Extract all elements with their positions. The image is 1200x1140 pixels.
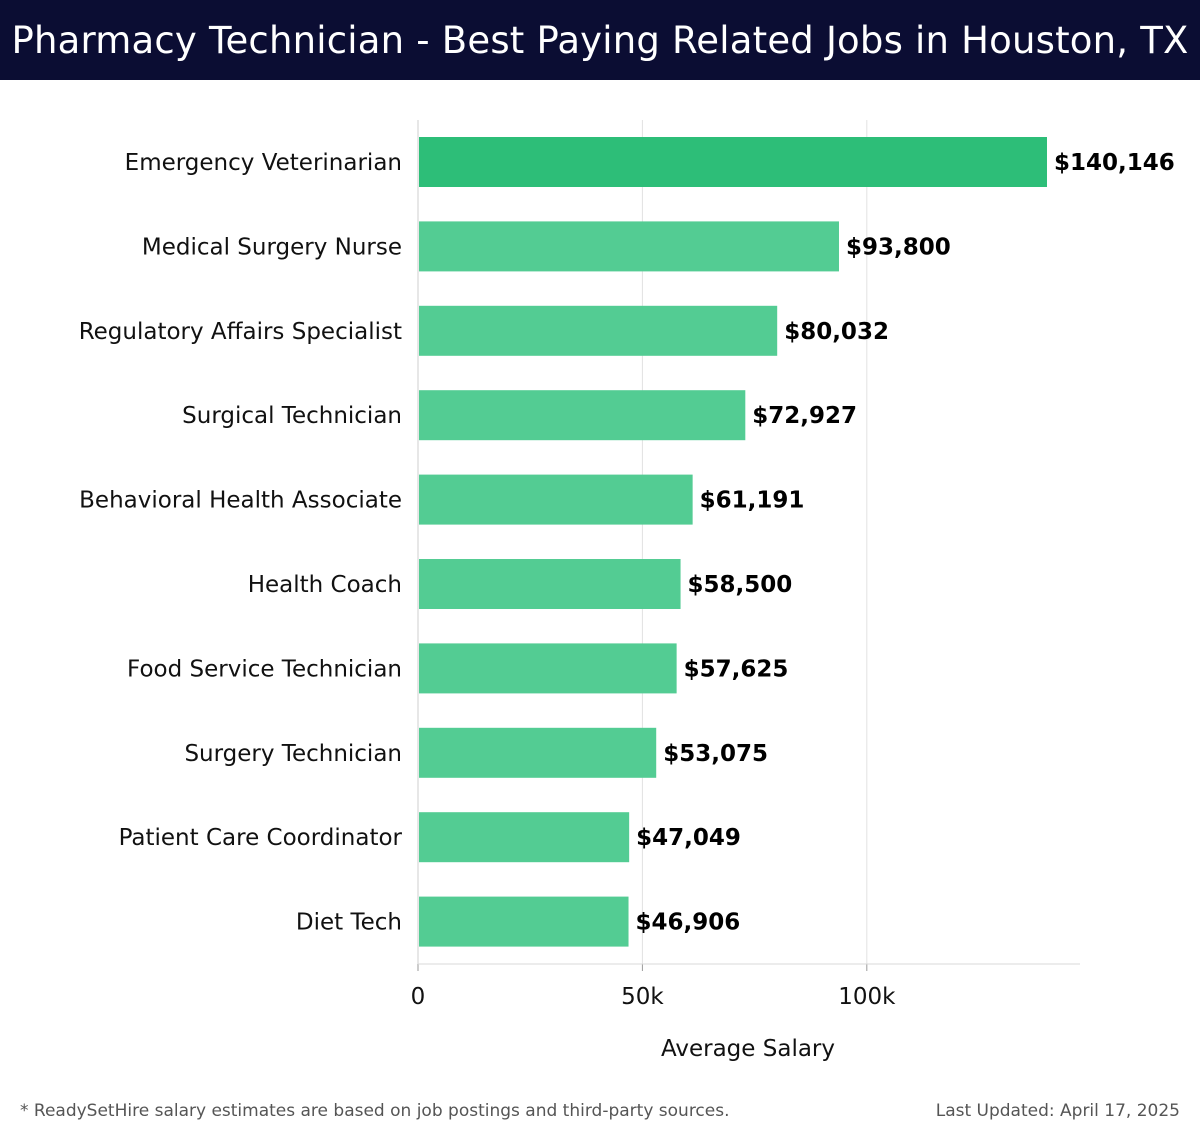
chart-title: Pharmacy Technician - Best Paying Relate… [11, 18, 1189, 62]
value-label: $140,146 [1054, 150, 1175, 176]
chart-header: Pharmacy Technician - Best Paying Relate… [0, 0, 1200, 80]
bar [419, 474, 693, 525]
bar [419, 727, 657, 778]
x-tick-label: 100k [838, 984, 896, 1010]
bar [419, 812, 630, 863]
category-label: Patient Care Coordinator [119, 825, 403, 851]
category-label: Behavioral Health Associate [79, 488, 402, 514]
category-label: Surgery Technician [184, 741, 402, 767]
last-updated: Last Updated: April 17, 2025 [935, 1101, 1180, 1121]
category-label: Surgical Technician [182, 403, 402, 429]
bar-chart: Emergency Veterinarian Medical Surgery Nu… [79, 120, 1175, 1062]
category-label: Emergency Veterinarian [125, 150, 402, 176]
bar [419, 305, 778, 356]
category-label: Diet Tech [296, 910, 402, 936]
value-label: $80,032 [784, 319, 889, 345]
category-labels: Emergency Veterinarian Medical Surgery Nu… [79, 150, 403, 936]
value-label: $46,906 [636, 910, 741, 936]
footer-note: * ReadySetHire salary estimates are base… [20, 1101, 730, 1121]
bar [419, 221, 839, 272]
x-axis: 0 50k 100k [411, 120, 1080, 1010]
x-axis-title: Average Salary [661, 1036, 835, 1062]
bar [419, 896, 629, 947]
x-tick-label: 0 [411, 984, 426, 1010]
bar [419, 137, 1047, 187]
bars [419, 137, 1047, 947]
bar [419, 390, 746, 441]
category-label: Regulatory Affairs Specialist [79, 319, 402, 345]
value-label: $53,075 [663, 741, 768, 767]
value-label: $72,927 [752, 403, 857, 429]
value-label: $61,191 [700, 488, 805, 514]
category-label: Food Service Technician [127, 656, 402, 682]
value-label: $93,800 [846, 234, 951, 260]
value-labels: $140,146 $93,800 $80,032 $72,927 $61,191 $58,… [636, 150, 1175, 936]
value-label: $57,625 [684, 656, 789, 682]
value-label: $58,500 [688, 572, 793, 598]
category-label: Health Coach [248, 572, 402, 598]
x-tick-label: 50k [621, 984, 664, 1010]
bar [419, 643, 677, 694]
value-label: $47,049 [636, 825, 741, 851]
category-label: Medical Surgery Nurse [142, 234, 402, 260]
bar [419, 559, 681, 609]
